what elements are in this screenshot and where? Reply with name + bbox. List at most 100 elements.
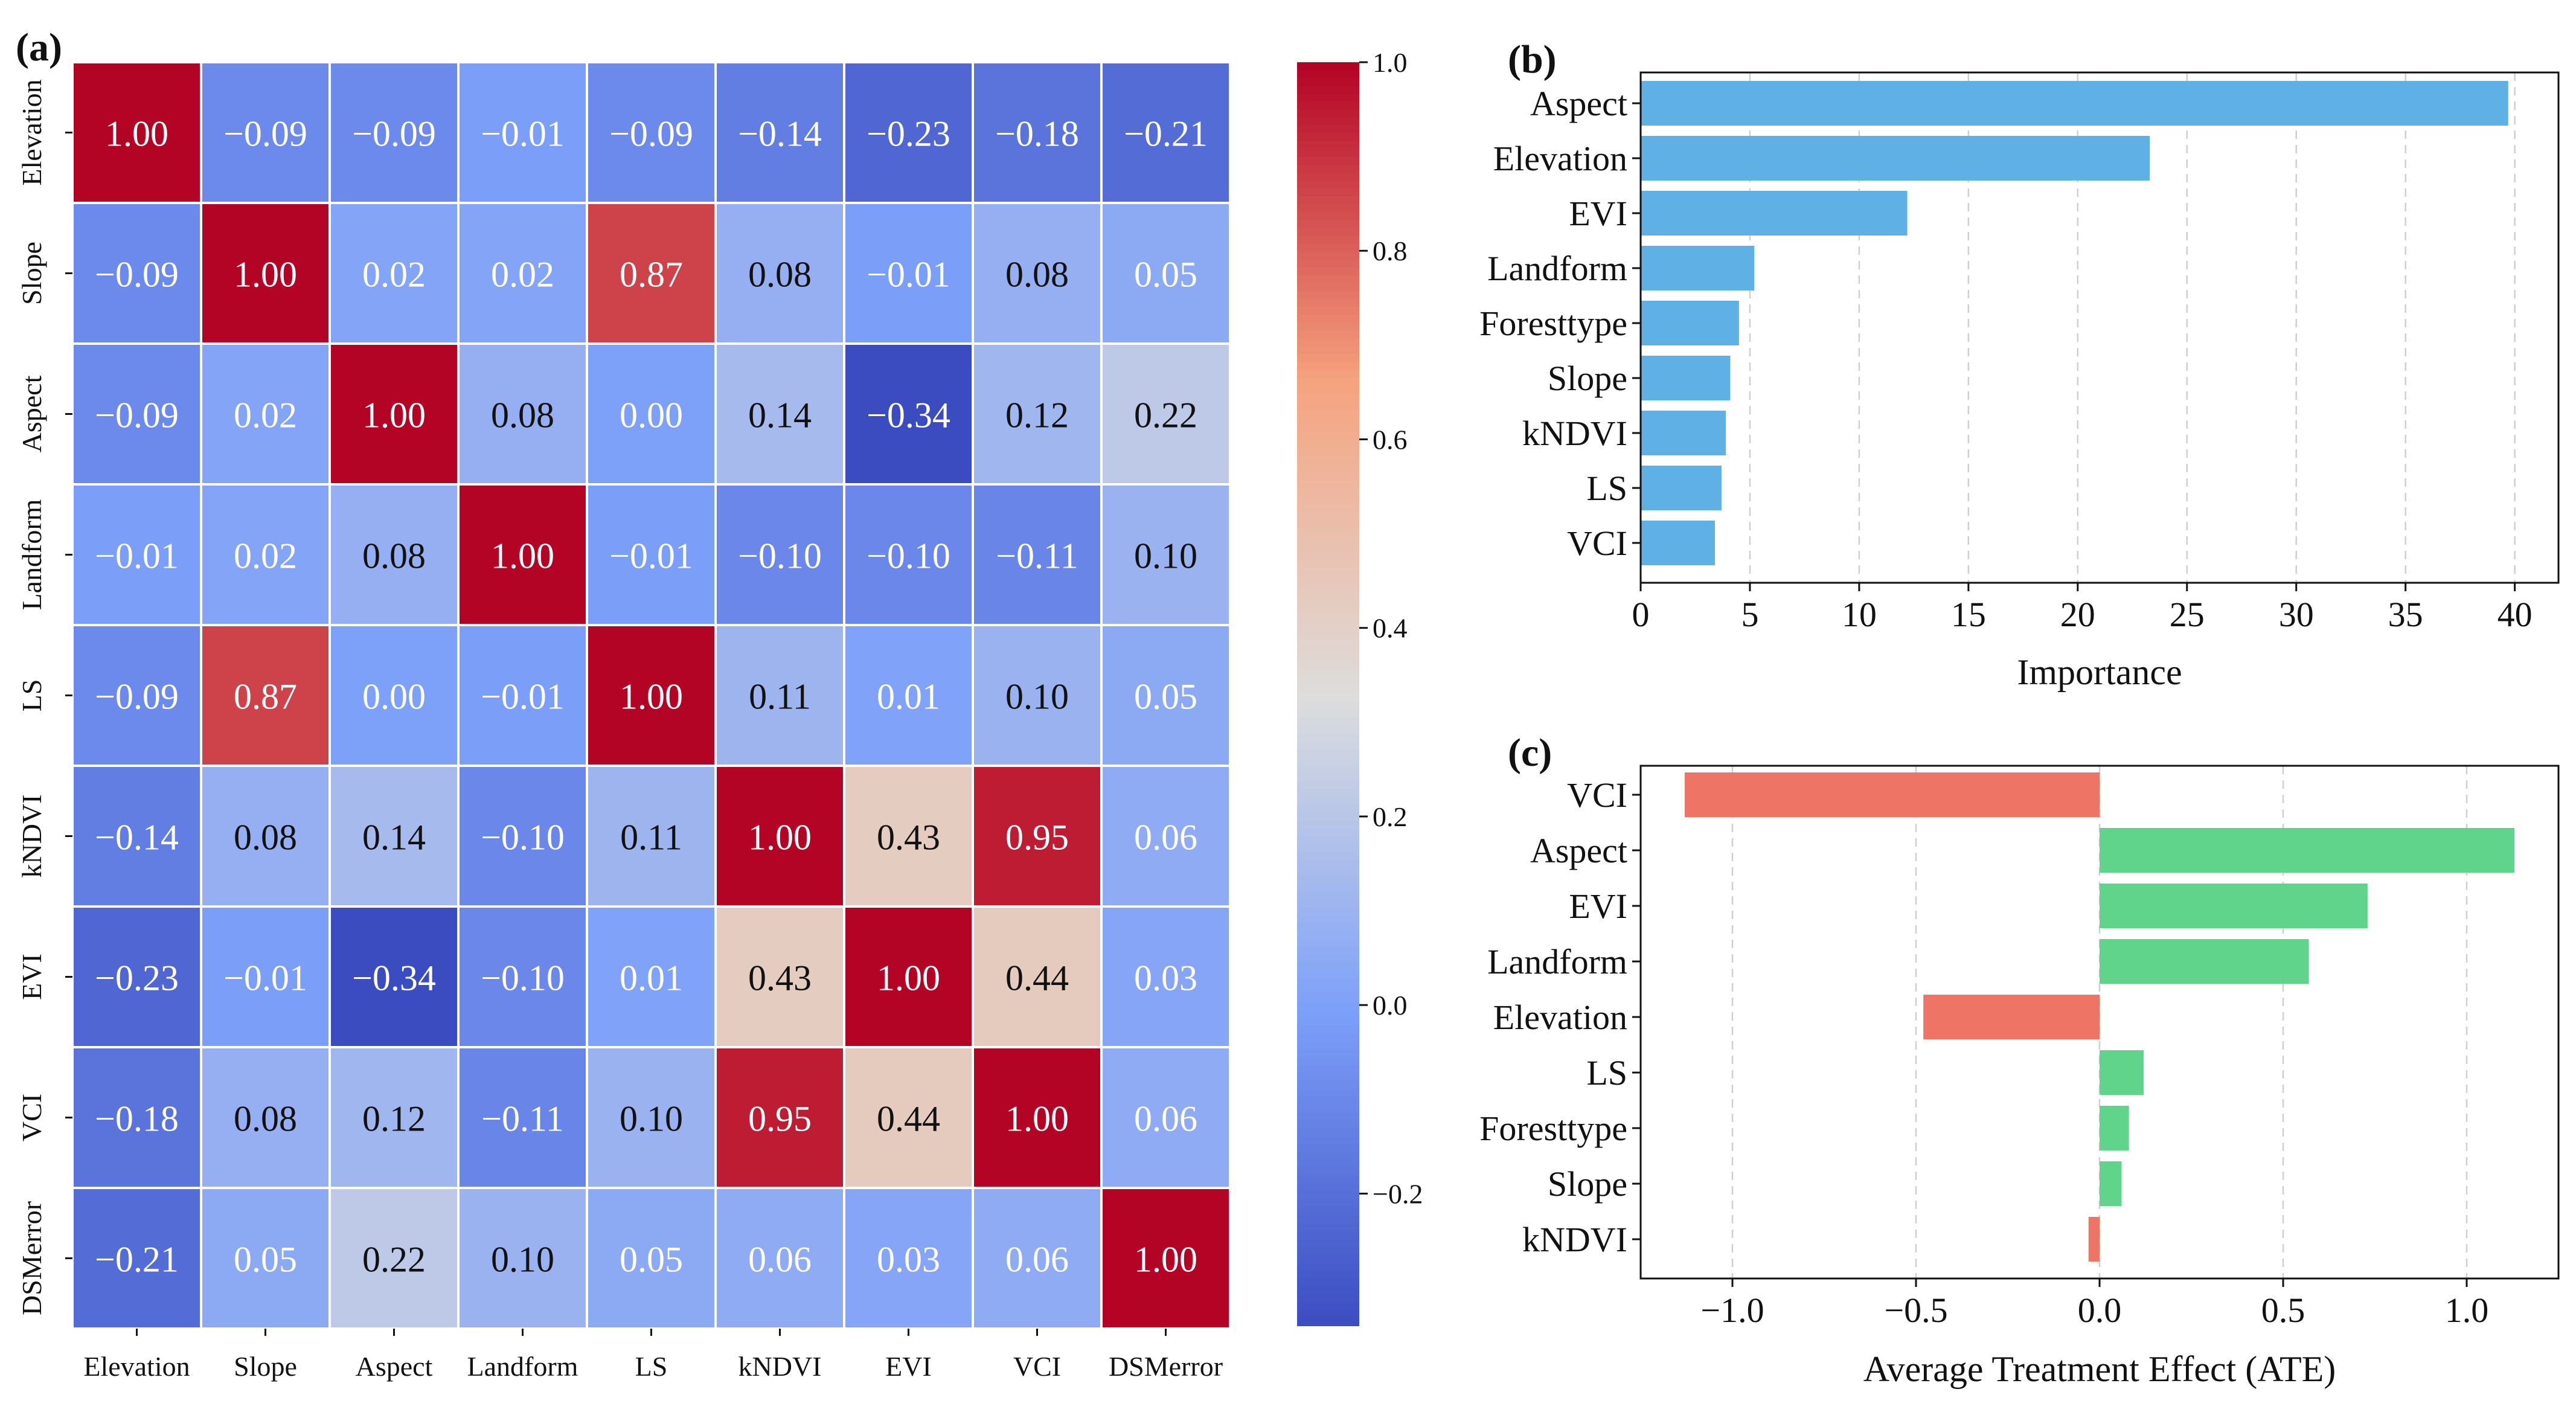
heatmap-cell-label: 1.00 <box>620 677 683 717</box>
colorbar-segment <box>1297 954 1359 963</box>
heatmap-cell-label: −0.09 <box>95 396 179 435</box>
heatmap-cell-label: 1.00 <box>362 396 426 435</box>
bar <box>2100 884 2368 928</box>
colorbar-segment <box>1297 449 1359 458</box>
colorbar-segment <box>1297 757 1359 766</box>
heatmap-cell-label: 1.00 <box>1134 1240 1197 1280</box>
colorbar-segment <box>1297 607 1359 616</box>
colorbar-segment <box>1297 536 1359 545</box>
heatmap-cell <box>1100 202 1231 345</box>
colorbar-segment <box>1297 654 1359 663</box>
heatmap-cell-label: −0.18 <box>995 114 1079 154</box>
colorbar-segment <box>1297 891 1359 900</box>
colorbar-segment <box>1297 1041 1359 1050</box>
heatmap-cell <box>714 1187 845 1330</box>
colorbar-segment <box>1297 330 1359 339</box>
bar <box>2100 1161 2122 1206</box>
heatmap-cell-label: 0.10 <box>1134 536 1197 576</box>
heatmap-cell <box>714 61 845 204</box>
heatmap-cell-label: −0.21 <box>95 1240 179 1280</box>
colorbar-segment <box>1297 1065 1359 1074</box>
y-tick-label: VCI <box>16 1094 47 1141</box>
colorbar-tick-label: −0.2 <box>1373 1178 1423 1209</box>
colorbar-segment <box>1297 931 1359 940</box>
heatmap-cell-label: 0.05 <box>1134 255 1197 295</box>
heatmap-cell-label: 0.12 <box>1005 396 1069 435</box>
colorbar-segment <box>1297 883 1359 892</box>
y-tick-label: EVI <box>1569 194 1627 233</box>
heatmap-cell <box>457 1187 588 1330</box>
heatmap-cell-label: −0.14 <box>738 114 822 154</box>
heatmap-cell <box>586 1187 717 1330</box>
heatmap-cell-label: 0.06 <box>748 1240 812 1280</box>
heatmap-cell <box>71 1187 202 1330</box>
colorbar-segment <box>1297 196 1359 205</box>
heatmap-cell-label: 0.00 <box>620 396 683 435</box>
colorbar-segment <box>1297 386 1359 395</box>
panel-label-a: (a) <box>16 25 62 69</box>
heatmap-cell <box>71 905 202 1048</box>
heatmap-cell <box>457 483 588 626</box>
colorbar-segment <box>1297 1033 1359 1042</box>
colorbar-segment <box>1297 551 1359 560</box>
heatmap-cell-label: −0.01 <box>223 958 307 998</box>
bar <box>1641 191 1908 236</box>
axes-frame <box>1639 71 2560 584</box>
colorbar-segment <box>1297 378 1359 387</box>
y-tick-label: Elevation <box>16 79 47 185</box>
colorbar-segment <box>1297 1167 1359 1176</box>
y-tick-label: kNDVI <box>1522 1220 1627 1259</box>
colorbar-segment <box>1297 173 1359 182</box>
colorbar-segment <box>1297 1286 1359 1295</box>
x-tick-label: 35 <box>2388 595 2423 634</box>
colorbar-segment <box>1297 725 1359 734</box>
colorbar-segment <box>1297 204 1359 213</box>
colorbar-segment <box>1297 591 1359 600</box>
heatmap-cell-label: 0.14 <box>362 818 426 858</box>
colorbar-segment <box>1297 702 1359 711</box>
colorbar-segment <box>1297 615 1359 624</box>
colorbar-segment <box>1297 1018 1359 1027</box>
colorbar-segment <box>1297 1301 1359 1311</box>
heatmap-cell-label: 0.11 <box>749 677 811 717</box>
colorbar-segment <box>1297 141 1359 150</box>
colorbar-segment <box>1297 259 1359 268</box>
colorbar-segment <box>1297 710 1359 719</box>
x-tick-label: Aspect <box>356 1351 433 1382</box>
y-tick-label: Foresttype <box>1479 1109 1627 1148</box>
colorbar-segment <box>1297 962 1359 971</box>
colorbar-segment <box>1297 1010 1359 1019</box>
colorbar-segment <box>1297 1207 1359 1216</box>
heatmap-cell <box>200 905 331 1048</box>
heatmap-cell-label: −0.09 <box>95 677 179 717</box>
colorbar-segment <box>1297 164 1359 174</box>
heatmap-cell-label: 0.44 <box>877 1099 940 1139</box>
colorbar-segment <box>1297 812 1359 821</box>
x-tick-label: 1.0 <box>2445 1291 2489 1330</box>
heatmap-cell <box>457 765 588 908</box>
x-tick-label: VCI <box>1013 1351 1061 1382</box>
colorbar-segment <box>1297 694 1359 703</box>
heatmap-cell-label: 0.43 <box>748 958 812 998</box>
heatmap-cell-label: −0.01 <box>95 536 179 576</box>
x-tick-label: −0.5 <box>1884 1291 1947 1330</box>
x-tick-label: LS <box>635 1351 668 1382</box>
heatmap-cell <box>714 1046 845 1189</box>
colorbar-segment <box>1297 520 1359 529</box>
colorbar-segment <box>1297 109 1359 118</box>
heatmap-cell <box>586 905 717 1048</box>
colorbar-segment <box>1297 496 1359 505</box>
x-tick-label: 10 <box>1842 595 1877 634</box>
y-tick-label: VCI <box>1567 775 1627 815</box>
bar <box>2088 1217 2100 1262</box>
colorbar-segment <box>1297 425 1359 434</box>
colorbar-segment <box>1297 646 1359 655</box>
colorbar-tick-label: 0.2 <box>1373 801 1408 832</box>
heatmap-cell <box>586 765 717 908</box>
colorbar-segment <box>1297 875 1359 884</box>
colorbar-segment <box>1297 859 1359 868</box>
colorbar-segment <box>1297 212 1359 221</box>
colorbar-segment <box>1297 1199 1359 1208</box>
colorbar-segment <box>1297 322 1359 332</box>
heatmap-cell <box>71 765 202 908</box>
